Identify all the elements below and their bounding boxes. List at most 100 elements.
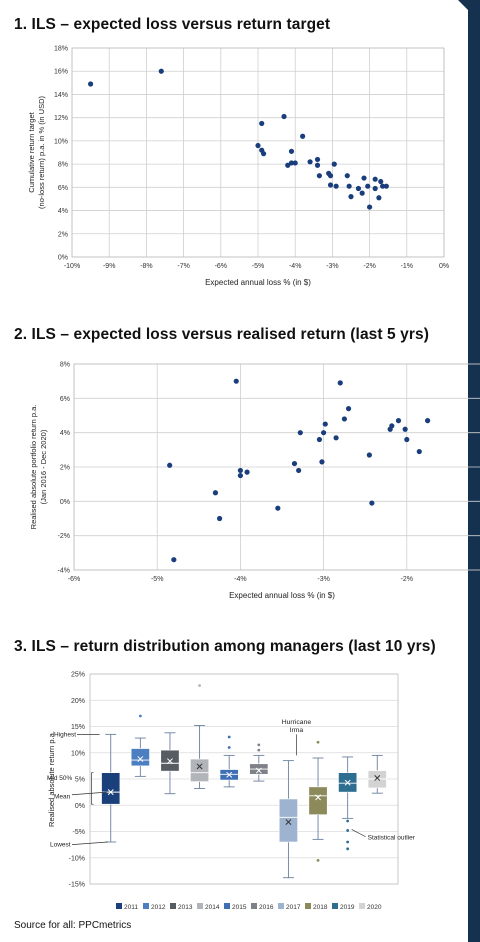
legend-swatch <box>170 903 176 909</box>
box-outlier-point <box>346 829 350 832</box>
chart1-data-point <box>361 175 367 181</box>
chart1-x-tick-label: -6% <box>215 263 227 270</box>
chart3-y-tick-label: 10% <box>71 750 85 757</box>
chart2-data-point <box>319 459 325 465</box>
annotation-lowest-arrow <box>71 841 108 845</box>
chart1-data-point <box>348 194 354 200</box>
chart2-title: 2. ILS – expected loss versus realised r… <box>14 326 430 343</box>
chart1-data-point <box>383 183 389 189</box>
chart1-x-axis-label: Expected annual loss % (in $) <box>205 278 311 287</box>
chart1-x-tick-label: -7% <box>177 263 189 270</box>
legend-label: 2018 <box>313 904 328 911</box>
chart2-data-point <box>337 380 343 386</box>
box-outlier-point <box>257 743 261 747</box>
chart2-y-tick-label: 4% <box>60 430 70 437</box>
chart2-data-point <box>291 460 298 467</box>
chart2-plot-frame <box>73 363 480 571</box>
legend-label: 2012 <box>151 904 166 911</box>
annotation-hurricane: Hurricane Irma <box>282 719 312 734</box>
chart1-data-point <box>327 182 334 188</box>
box-outlier-point <box>346 819 350 823</box>
chart2-data-point <box>171 557 177 563</box>
legend-label: 2011 <box>124 904 138 911</box>
chart1-data-point <box>359 190 365 196</box>
chart2-y-tick-label: 8% <box>60 362 70 369</box>
chart2-y-axis-label-line: (Jan 2016 - Dec 2020) <box>39 429 48 504</box>
legend-swatch <box>305 903 311 909</box>
chart1-y-tick-label: 12% <box>54 115 68 122</box>
box-mean-marker <box>315 794 321 801</box>
chart2-data-point <box>345 406 352 412</box>
chart1-y-axis-label-line: (no-loss return) p.a. in % (in USD) <box>37 96 46 209</box>
box-iqr <box>130 748 150 767</box>
legend-swatch <box>197 903 203 909</box>
annotation-mean-arrow <box>71 791 107 796</box>
chart1-data-point <box>285 162 291 168</box>
chart1-scatter: -10% -9% -8% -7% -6% -5% -4% -3% -2% -1% 0% 0% 2% 4% 6… <box>27 46 449 288</box>
chart2-data-point <box>322 421 328 427</box>
legend-label: 2014 <box>205 904 220 911</box>
chart2-data-point <box>369 500 375 506</box>
chart3-y-tick-label: -10% <box>69 855 85 862</box>
chart3-y-tick-label: 0% <box>75 803 85 810</box>
chart3-y-tick-label: 15% <box>71 724 85 731</box>
box-mean-marker <box>196 763 203 770</box>
chart2-scatter: -6%-5%-4%-3%-2%-1%-4%-2%0%2%4%6%8%Expect… <box>29 362 480 600</box>
chart1-data-point <box>327 173 334 179</box>
chart1-data-point <box>355 185 362 192</box>
chart2-x-axis-label: Expected annual loss % (in $) <box>229 591 335 600</box>
chart1-title: 1. ILS – expected loss versus return tar… <box>14 16 331 33</box>
chart1-data-point <box>288 148 295 154</box>
chart1-x-tick-label: -2% <box>363 263 375 270</box>
annotation-highest: Highest <box>54 731 76 738</box>
box-mean-marker <box>107 789 114 796</box>
chart1-data-point <box>255 142 261 149</box>
chart2-x-tick-label: -2% <box>401 576 413 583</box>
box-iqr <box>278 798 298 843</box>
chart1-x-tick-label: -8% <box>140 263 152 270</box>
legend-swatch <box>116 903 122 909</box>
chart2-data-point <box>395 418 402 424</box>
chart1-data-point <box>333 183 339 189</box>
chart2-y-axis-label: Realised absolute portfolio return p.a.(… <box>29 405 48 530</box>
box-mean-marker <box>344 779 351 786</box>
chart1-data-point <box>344 173 350 179</box>
chart3-boxplot: -15% -10% -5% 0% 5% 10% 15% 20% 25% Realised abso… <box>47 672 416 912</box>
annotation-mid50: Mid 50% <box>47 775 73 782</box>
chart1-data-point <box>380 183 386 189</box>
chart1-data-point <box>314 162 321 168</box>
chart2-data-point <box>425 418 431 424</box>
legend-swatch <box>359 903 365 909</box>
chart1-data-point <box>158 68 164 74</box>
box-mean-marker <box>255 767 262 774</box>
chart1-data-point <box>300 133 306 139</box>
chart1-data-point <box>314 156 321 163</box>
chart2-x-tick-label: -3% <box>317 576 329 583</box>
legend-label: 2015 <box>232 904 247 911</box>
chart2-data-point <box>416 448 422 455</box>
chart1-y-axis-label-line: Cumulative return target <box>27 111 36 192</box>
annotation-outlier: Statistical outlier <box>368 834 416 841</box>
chart1-y-tick-label: 10% <box>54 138 68 145</box>
chart2-y-tick-label: 6% <box>60 396 70 403</box>
chart2-y-tick-label: 2% <box>60 465 70 472</box>
chart1-x-tick-label: -5% <box>252 263 264 270</box>
annotation-hurricane-line: Irma <box>290 727 304 734</box>
legend-swatch <box>143 903 149 909</box>
chart1-y-tick-label: 0% <box>58 255 68 262</box>
box-iqr <box>308 786 328 816</box>
chart1-y-tick-label: 14% <box>54 92 68 99</box>
chart1-x-tick-label: -10% <box>64 263 80 270</box>
chart3-y-tick-label: 20% <box>71 698 85 705</box>
chart1-data-point <box>88 81 94 87</box>
chart1-data-point <box>331 161 337 167</box>
chart2-data-point <box>217 515 223 522</box>
chart1-y-tick-label: 6% <box>58 185 68 192</box>
box-iqr <box>101 772 121 805</box>
chart1-data-point <box>316 173 322 179</box>
chart1-x-tick-label: -9% <box>103 263 115 270</box>
box-mean-marker <box>137 756 144 763</box>
chart1-data-point <box>292 160 298 166</box>
chart2-data-point <box>212 490 219 496</box>
chart2-y-tick-label: -4% <box>58 568 70 575</box>
